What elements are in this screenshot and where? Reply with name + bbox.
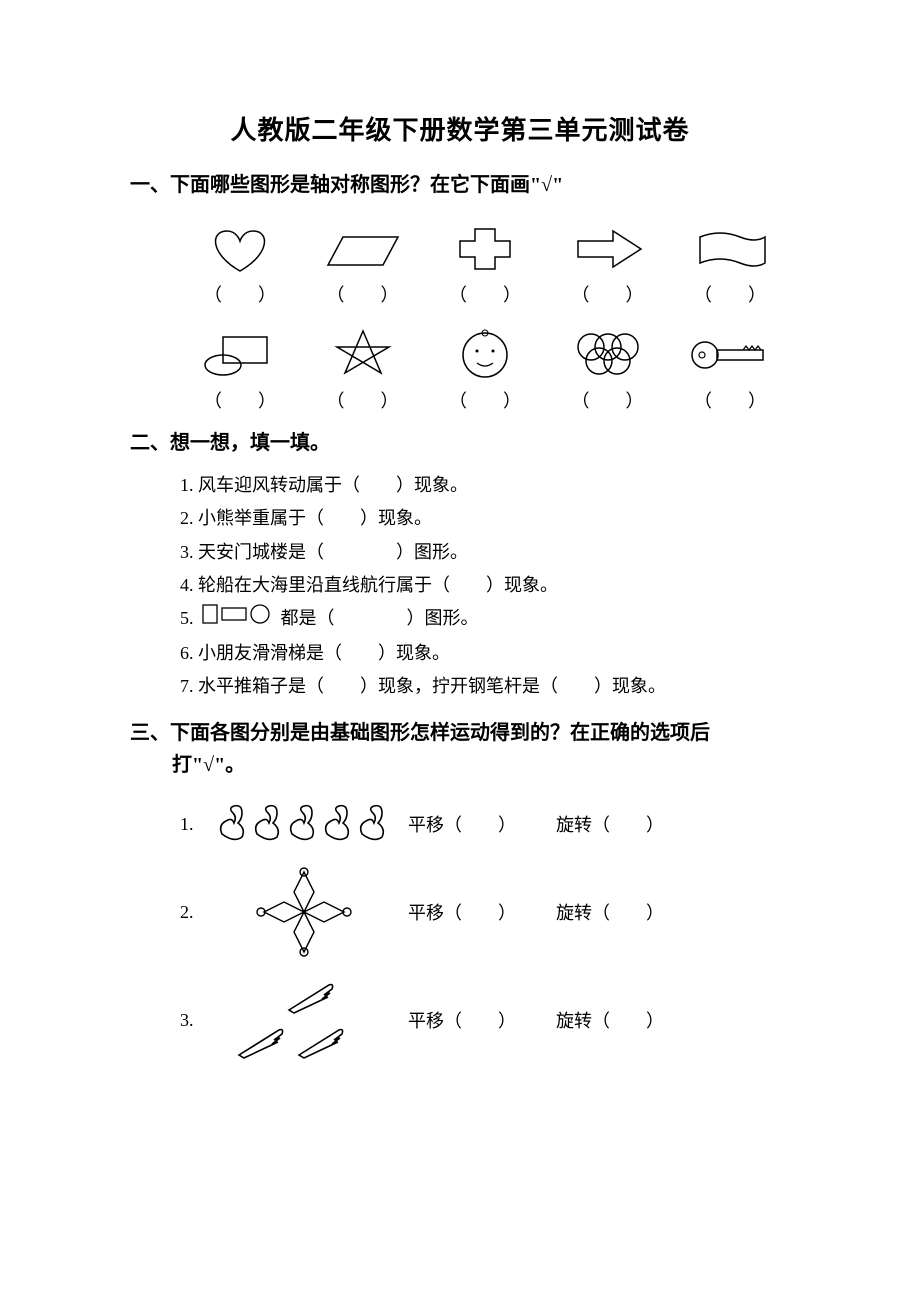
- shape-heart: （ ）: [190, 219, 290, 307]
- blank: （ ）: [327, 387, 399, 413]
- section3-heading: 三、下面各图分别是由基础图形怎样运动得到的？在正确的选项后 打"√"。: [130, 717, 790, 781]
- q2-item-5: 5. 都是（ ）图形。: [180, 602, 790, 637]
- opt-translate: 平移（ ）: [408, 1007, 516, 1033]
- q3-row-3: 3. 平移（: [180, 975, 790, 1065]
- shapes-row-1: （ ） （ ） （ ） （ ） （ ）: [180, 219, 790, 307]
- section3-line1: 三、下面各图分别是由基础图形怎样运动得到的？在正确的选项后: [130, 717, 790, 749]
- section2-heading: 二、想一想，填一填。: [130, 427, 790, 459]
- q2-item-4: 4. 轮船在大海里沿直线航行属于（ ）现象。: [180, 569, 790, 602]
- q3-row-2: 2. 平移（ ） 旋转（ ）: [180, 867, 790, 957]
- opt-translate: 平移（ ）: [408, 811, 516, 837]
- inline-shapes: [202, 603, 272, 636]
- blank: （ ）: [204, 281, 276, 307]
- q3-fig-feathers: [214, 975, 394, 1065]
- shape-rings: （ ）: [558, 325, 658, 413]
- q2-item-1: 1. 风车迎风转动属于（ ）现象。: [180, 469, 790, 502]
- q2-5-suffix: 都是（ ）图形。: [281, 608, 479, 628]
- shape-flag: （ ）: [680, 219, 780, 307]
- shape-arrow: （ ）: [558, 219, 658, 307]
- shape-key: （ ）: [680, 325, 780, 413]
- blank: （ ）: [449, 387, 521, 413]
- blank: （ ）: [327, 281, 399, 307]
- q3-num-2: 2.: [180, 902, 200, 923]
- opt-rotate: 旋转（ ）: [556, 899, 664, 925]
- q3-fig-diamonds: [214, 867, 394, 957]
- section3-line2: 打"√"。: [130, 749, 790, 781]
- section1-heading: 一、下面哪些图形是轴对称图形？在它下面画"√": [130, 169, 790, 201]
- shapes-row-2: （ ） （ ） （ ） （ ） （ ）: [180, 325, 790, 413]
- shape-star: （ ）: [313, 325, 413, 413]
- q3-num-1: 1.: [180, 814, 200, 835]
- blank: （ ）: [572, 387, 644, 413]
- shape-face: （ ）: [435, 325, 535, 413]
- section3-block: 1. 平移（ ） 旋转（ ） 2.: [130, 799, 790, 1065]
- q3-num-3: 3.: [180, 1010, 200, 1031]
- q2-item-3: 3. 天安门城楼是（ ）图形。: [180, 536, 790, 569]
- q2-5-prefix: 5.: [180, 608, 198, 628]
- section2-list: 1. 风车迎风转动属于（ ）现象。 2. 小熊举重属于（ ）现象。 3. 天安门…: [130, 469, 790, 703]
- shape-parallelogram: （ ）: [313, 219, 413, 307]
- blank: （ ）: [694, 281, 766, 307]
- blank: （ ）: [694, 387, 766, 413]
- opt-rotate: 旋转（ ）: [556, 811, 664, 837]
- q3-row-1: 1. 平移（ ） 旋转（ ）: [180, 799, 790, 849]
- opt-rotate: 旋转（ ）: [556, 1007, 664, 1033]
- blank: （ ）: [572, 281, 644, 307]
- q3-fig-ducks: [214, 799, 394, 849]
- section1-shapes: （ ） （ ） （ ） （ ） （ ） （ ）: [130, 219, 790, 413]
- q2-item-2: 2. 小熊举重属于（ ）现象。: [180, 502, 790, 535]
- page-title: 人教版二年级下册数学第三单元测试卷: [130, 110, 790, 147]
- blank: （ ）: [204, 387, 276, 413]
- blank: （ ）: [449, 281, 521, 307]
- opt-translate: 平移（ ）: [408, 899, 516, 925]
- shape-cross: （ ）: [435, 219, 535, 307]
- q2-item-6: 6. 小朋友滑滑梯是（ ）现象。: [180, 637, 790, 670]
- shape-rect-ellipse: （ ）: [190, 325, 290, 413]
- q2-item-7: 7. 水平推箱子是（ ）现象，拧开钢笔杆是（ ）现象。: [180, 670, 790, 703]
